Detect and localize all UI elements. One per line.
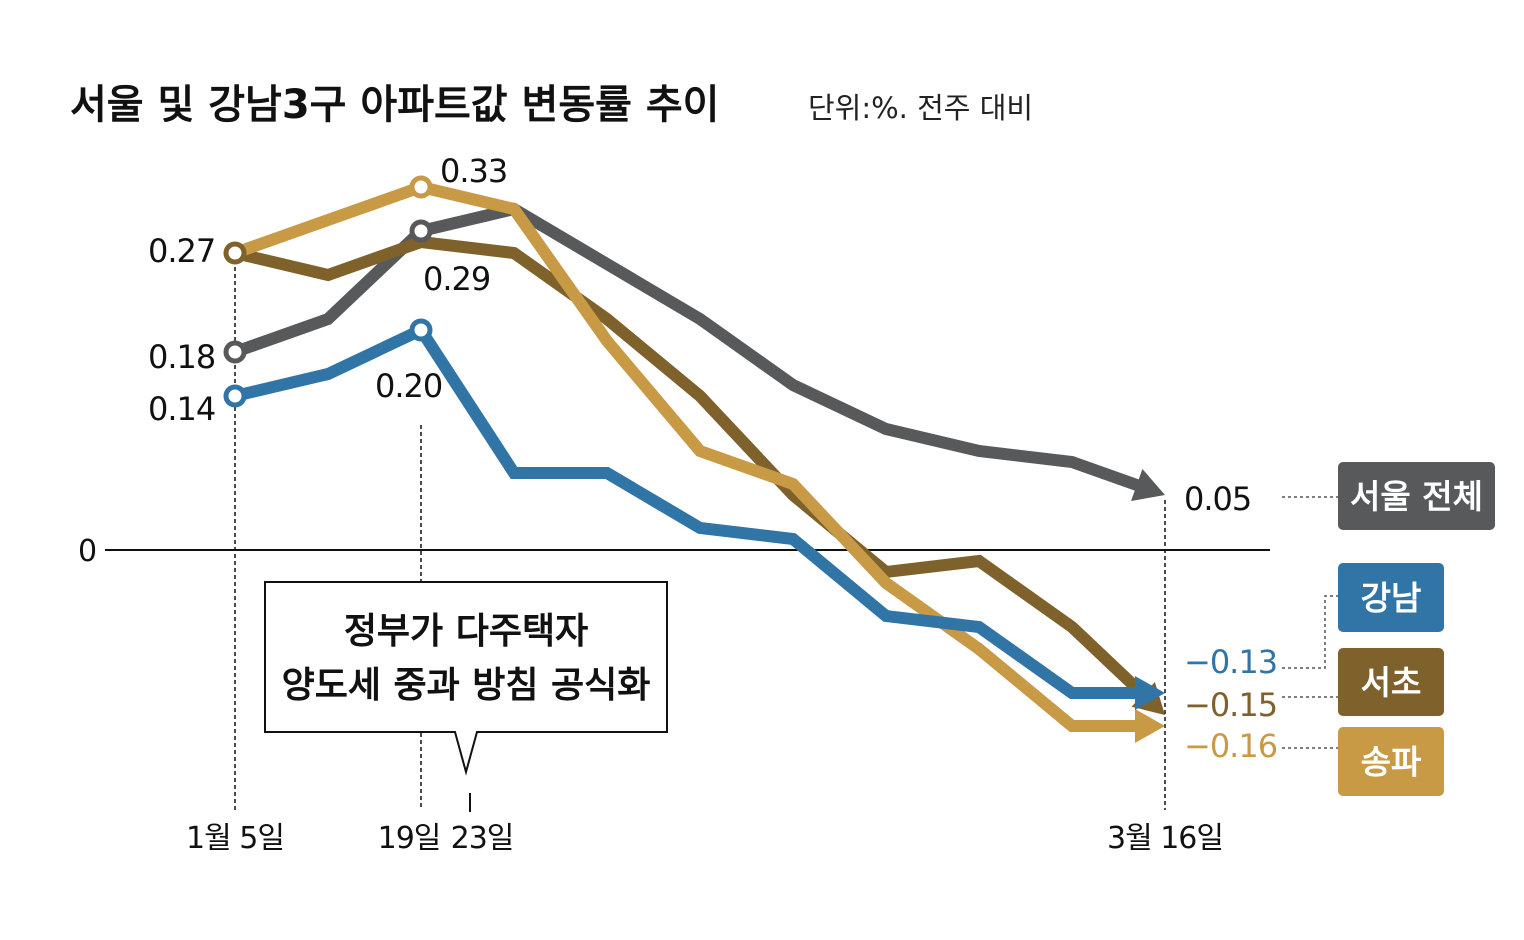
legend-swatch	[1338, 648, 1444, 716]
legend-label: 서초	[1361, 663, 1422, 702]
data-point-marker	[409, 175, 433, 199]
data-point-marker	[223, 384, 247, 408]
series-line-3	[232, 180, 1141, 732]
callout-line-1: 정부가 다주택자	[344, 611, 588, 652]
series-arrowhead	[1135, 676, 1165, 710]
chart-unit: 단위:%. 전주 대비	[808, 91, 1033, 125]
callout-box	[264, 581, 668, 776]
data-label: 0.14	[148, 390, 215, 428]
series-arrowhead	[1131, 468, 1165, 501]
data-label: 0.18	[148, 338, 215, 376]
data-point-marker	[409, 219, 433, 243]
legend-label: 서울 전체	[1350, 477, 1483, 516]
x-tick-label: 19일	[378, 821, 441, 856]
series-arrowhead	[1135, 709, 1165, 743]
data-point-marker	[223, 241, 247, 265]
data-label: 0.33	[440, 152, 507, 190]
x-tick-label: 23일	[451, 821, 514, 856]
x-tick-label: 3월 16일	[1107, 821, 1223, 856]
series-line-2	[233, 235, 1152, 703]
callout-line-2: 양도세 중과 방침 공식화	[282, 665, 651, 706]
data-label: 0.27	[148, 232, 215, 270]
data-point-marker	[223, 340, 247, 364]
data-label: 0.20	[375, 367, 442, 405]
data-label: −0.15	[1184, 686, 1277, 724]
series-line-1	[233, 322, 1141, 699]
series-line-0	[232, 202, 1145, 493]
legend-swatch	[1338, 462, 1495, 530]
legend-label: 송파	[1361, 743, 1422, 782]
data-point-marker	[409, 318, 433, 342]
data-label: 0.05	[1184, 480, 1251, 518]
legend-label: 강남	[1361, 579, 1422, 618]
data-label: −0.16	[1184, 727, 1277, 765]
data-label: −0.13	[1184, 643, 1277, 681]
legend-connector	[1282, 595, 1338, 669]
legend-swatch	[1338, 727, 1444, 796]
x-tick-label: 1월 5일	[186, 821, 284, 856]
chart-title: 서울 및 강남3구 아파트값 변동률 추이	[70, 82, 719, 128]
data-label: 0.29	[423, 260, 490, 298]
zero-label: 0	[78, 534, 96, 569]
legend-swatch	[1338, 563, 1444, 632]
annotation-callout: 정부가 다주택자 양도세 중과 방침 공식화	[264, 581, 668, 776]
